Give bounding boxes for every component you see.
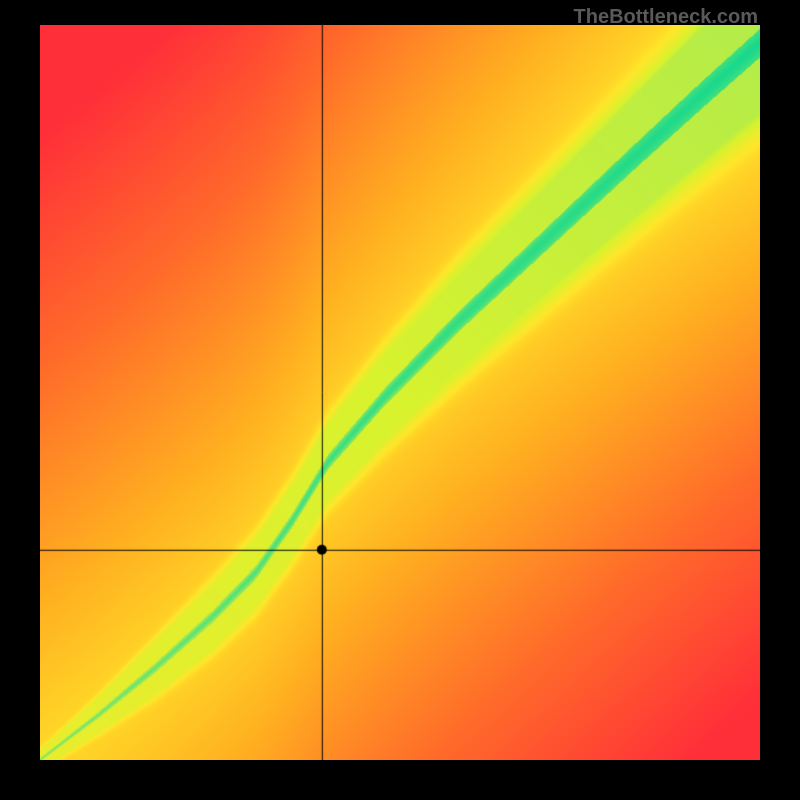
chart-container: TheBottleneck.com <box>0 0 800 800</box>
plot-area <box>40 25 760 760</box>
heatmap-canvas <box>40 25 760 760</box>
